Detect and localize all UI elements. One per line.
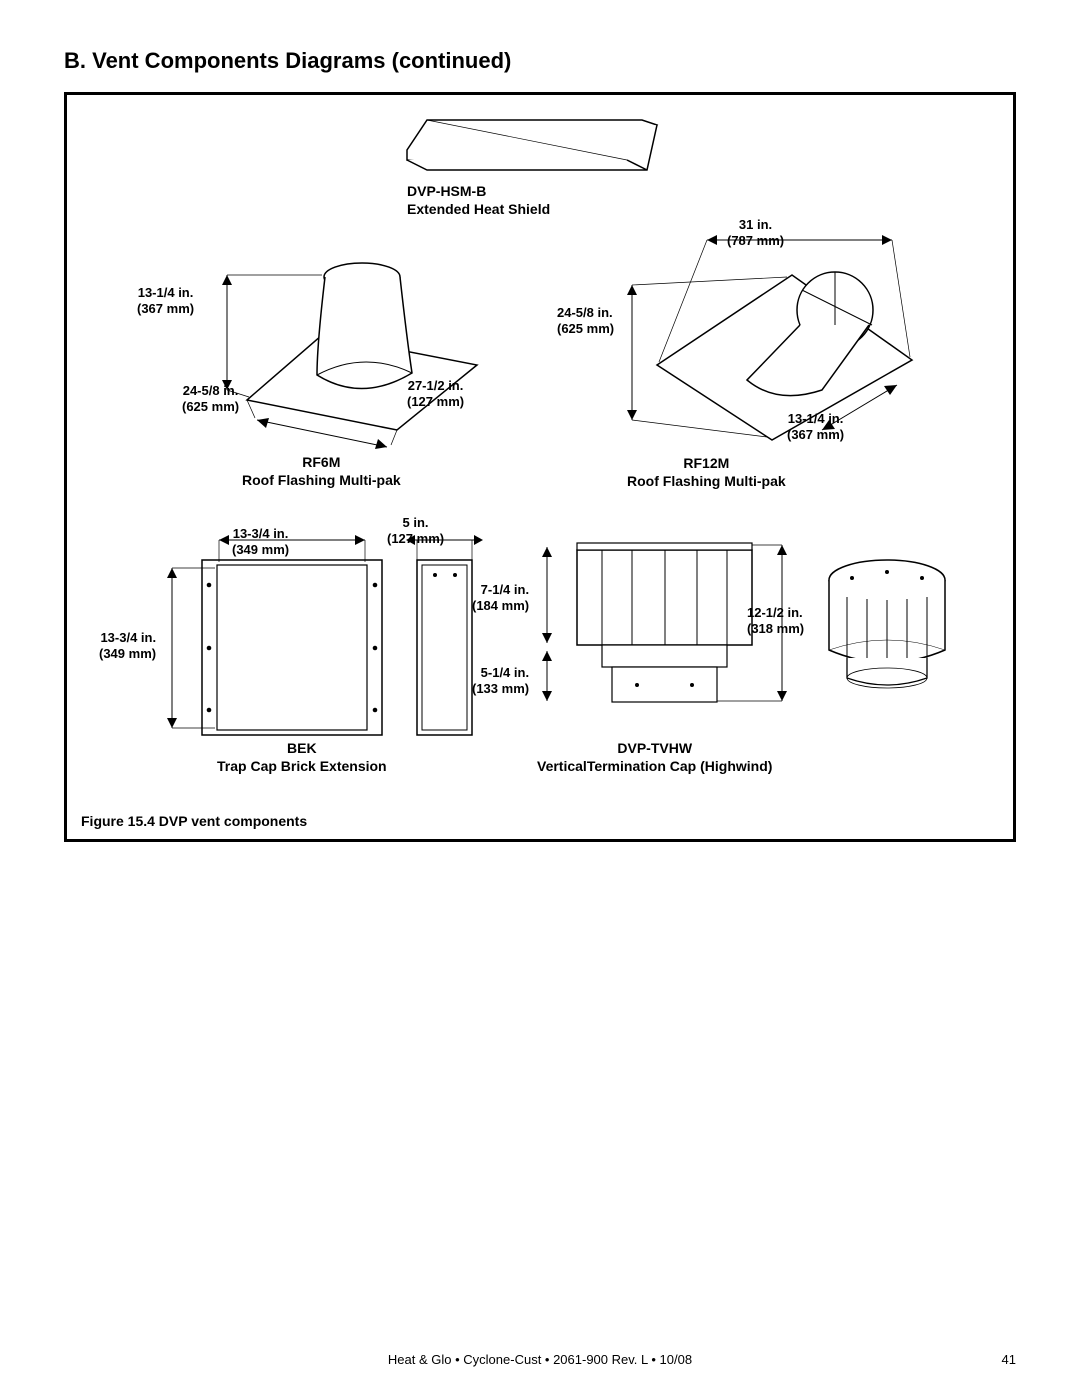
figure-frame: DVP-HSM-B Extended Heat Shield 13-1/4 in: [64, 92, 1016, 842]
tvhw-dim-lower: 5-1/4 in. (133 mm): [472, 665, 529, 698]
bek-dim-h: 13-3/4 in. (349 mm): [99, 630, 156, 663]
rf12m-drawing: [597, 225, 937, 445]
bek-dim-w2: 5 in. (127 mm): [387, 515, 444, 548]
bek-dim-w1: 13-3/4 in. (349 mm): [232, 526, 289, 559]
rf6m-label: RF6M Roof Flashing Multi-pak: [242, 454, 401, 489]
rf6m-dim-w2: 27-1/2 in. (127 mm): [407, 378, 464, 411]
heat-shield-label: DVP-HSM-B Extended Heat Shield: [407, 183, 550, 218]
rf6m-dim-h: 13-1/4 in. (367 mm): [137, 285, 194, 318]
page-number: 41: [1002, 1352, 1016, 1367]
tvhw-dim-upper: 7-1/4 in. (184 mm): [472, 582, 529, 615]
rf12m-dim-left: 24-5/8 in. (625 mm): [557, 305, 614, 338]
page-footer: Heat & Glo • Cyclone-Cust • 2061-900 Rev…: [0, 1352, 1080, 1367]
rf12m-dim-top: 31 in. (787 mm): [727, 217, 784, 250]
footer-text: Heat & Glo • Cyclone-Cust • 2061-900 Rev…: [388, 1352, 692, 1367]
tvhw-iso-drawing: [812, 550, 962, 710]
bek-drawing: [127, 520, 497, 750]
section-title: B. Vent Components Diagrams (continued): [64, 48, 1016, 74]
tvhw-dim-total: 12-1/2 in. (318 mm): [747, 605, 804, 638]
figure-caption: Figure 15.4 DVP vent components: [81, 813, 307, 829]
rf12m-label: RF12M Roof Flashing Multi-pak: [627, 455, 786, 490]
rf12m-dim-right: 13-1/4 in. (367 mm): [787, 411, 844, 444]
rf6m-dim-w1: 24-5/8 in. (625 mm): [182, 383, 239, 416]
heat-shield-drawing: [397, 115, 677, 185]
bek-label: BEK Trap Cap Brick Extension: [217, 740, 387, 775]
tvhw-label: DVP-TVHW VerticalTermination Cap (Highwi…: [537, 740, 772, 775]
